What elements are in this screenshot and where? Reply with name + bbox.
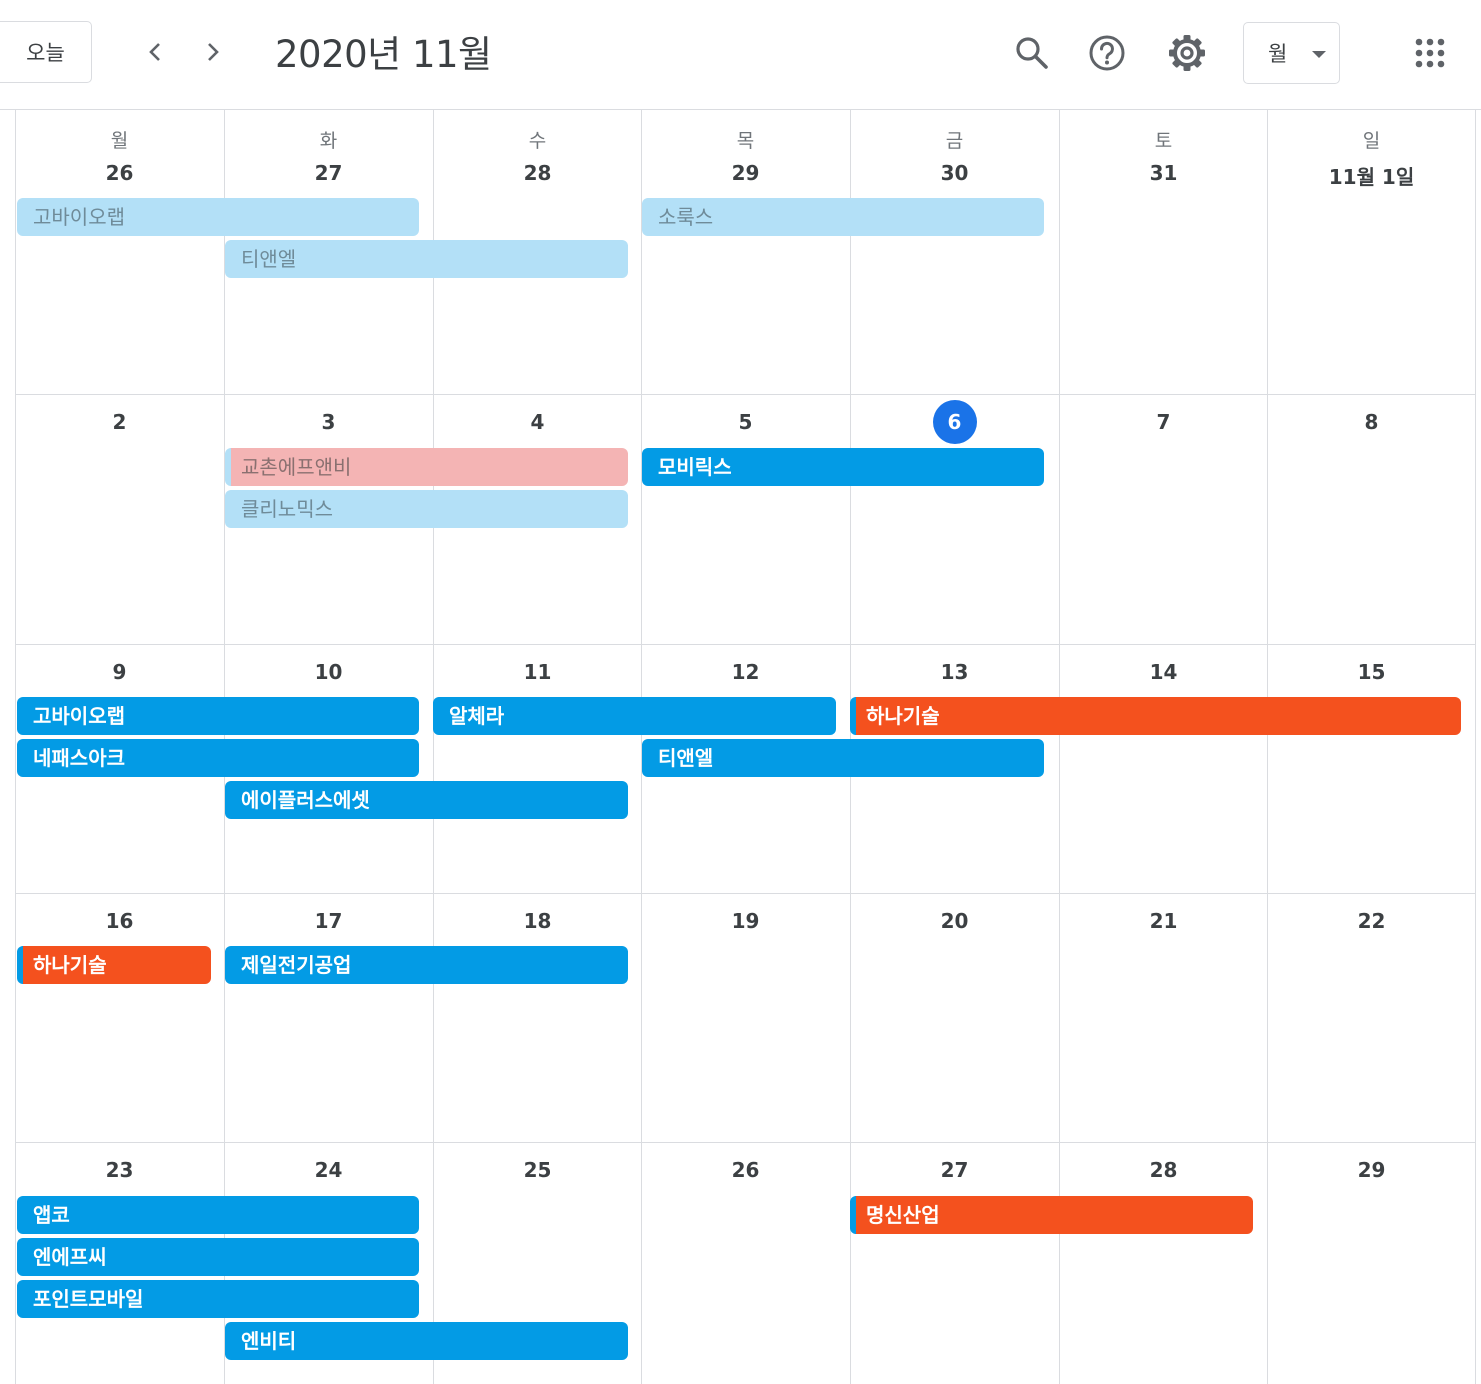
day-number[interactable]: 14 bbox=[1149, 660, 1178, 684]
column-divider bbox=[1475, 110, 1476, 1384]
day-number[interactable]: 11 bbox=[523, 660, 552, 684]
day-number[interactable]: 28 bbox=[523, 161, 552, 185]
day-number[interactable]: 8 bbox=[1364, 410, 1379, 434]
day-number[interactable]: 17 bbox=[314, 909, 343, 933]
day-number[interactable]: 31 bbox=[1149, 161, 1178, 185]
day-number[interactable]: 18 bbox=[523, 909, 552, 933]
event-chip[interactable]: 에이플러스에셋 bbox=[225, 781, 628, 819]
event-chip[interactable]: 고바이오랩 bbox=[17, 198, 419, 236]
event-chip[interactable]: 티앤엘 bbox=[642, 739, 1044, 777]
event-chip[interactable]: 하나기술 bbox=[17, 946, 211, 984]
day-number[interactable]: 29 bbox=[1357, 1158, 1386, 1182]
weekday-header-thu: 목 bbox=[736, 130, 755, 152]
day-number[interactable]: 7 bbox=[1156, 410, 1171, 434]
event-chip[interactable]: 티앤엘 bbox=[225, 240, 628, 278]
weekday-header-sun: 일 bbox=[1362, 130, 1381, 152]
event-chip[interactable]: 고바이오랩 bbox=[17, 697, 419, 735]
event-chip[interactable]: 제일전기공업 bbox=[225, 946, 628, 984]
column-divider bbox=[433, 110, 434, 1384]
day-number-today[interactable]: 6 bbox=[850, 400, 1059, 444]
day-number[interactable]: 26 bbox=[105, 161, 134, 185]
view-selector[interactable]: 월 bbox=[1243, 22, 1340, 84]
event-chip[interactable]: 네패스아크 bbox=[17, 739, 419, 777]
event-chip[interactable]: 알체라 bbox=[433, 697, 836, 735]
day-number[interactable]: 16 bbox=[105, 909, 134, 933]
calendar-header: 오늘 2020년 11월 월 bbox=[0, 0, 1481, 110]
column-divider bbox=[1267, 110, 1268, 1384]
weekday-header-fri: 금 bbox=[945, 130, 964, 152]
day-number[interactable]: 24 bbox=[314, 1158, 343, 1182]
day-number[interactable]: 20 bbox=[940, 909, 969, 933]
day-number[interactable]: 4 bbox=[530, 410, 545, 434]
day-number[interactable]: 9 bbox=[112, 660, 127, 684]
event-chip[interactable]: 모비릭스 bbox=[642, 448, 1044, 486]
event-chip[interactable]: 교촌에프앤비 bbox=[225, 448, 628, 486]
weekday-header-sat: 토 bbox=[1154, 130, 1173, 152]
view-label: 월 bbox=[1268, 42, 1288, 66]
day-number[interactable]: 13 bbox=[940, 660, 969, 684]
row-divider bbox=[15, 1142, 1475, 1143]
day-number[interactable]: 28 bbox=[1149, 1158, 1178, 1182]
weekday-header-tue: 화 bbox=[319, 130, 338, 152]
caret-down-icon bbox=[1312, 51, 1326, 58]
today-button[interactable]: 오늘 bbox=[0, 21, 92, 83]
day-number[interactable]: 26 bbox=[731, 1158, 760, 1182]
event-chip[interactable]: 명신산업 bbox=[850, 1196, 1253, 1234]
event-chip[interactable]: 엔비티 bbox=[225, 1322, 628, 1360]
page-title: 2020년 11월 bbox=[275, 33, 492, 76]
event-chip[interactable]: 앱코 bbox=[17, 1196, 419, 1234]
day-number[interactable]: 27 bbox=[940, 1158, 969, 1182]
today-indicator[interactable]: 6 bbox=[932, 400, 977, 444]
chevron-right-icon[interactable] bbox=[190, 30, 234, 74]
row-divider bbox=[15, 893, 1475, 894]
event-chip[interactable]: 클리노믹스 bbox=[225, 490, 628, 528]
help-icon[interactable] bbox=[1084, 30, 1130, 76]
day-number[interactable]: 12 bbox=[731, 660, 760, 684]
row-divider bbox=[15, 394, 1475, 395]
column-divider bbox=[641, 110, 642, 1384]
event-chip[interactable]: 포인트모바일 bbox=[17, 1280, 419, 1318]
weekday-header-mon: 월 bbox=[110, 130, 129, 152]
apps-grid-icon[interactable] bbox=[1407, 30, 1453, 76]
day-number[interactable]: 25 bbox=[523, 1158, 552, 1182]
row-divider bbox=[15, 644, 1475, 645]
day-number[interactable]: 22 bbox=[1357, 909, 1386, 933]
weekday-header-wed: 수 bbox=[528, 130, 547, 152]
day-number[interactable]: 21 bbox=[1149, 909, 1178, 933]
day-number[interactable]: 19 bbox=[731, 909, 760, 933]
day-number[interactable]: 10 bbox=[314, 660, 343, 684]
event-chip[interactable]: 하나기술 bbox=[850, 697, 1461, 735]
day-number[interactable]: 2 bbox=[112, 410, 127, 434]
day-number[interactable]: 11월 1일 bbox=[1328, 165, 1415, 189]
event-chip[interactable]: 소룩스 bbox=[642, 198, 1044, 236]
search-icon[interactable] bbox=[1009, 30, 1055, 76]
chevron-left-icon[interactable] bbox=[134, 30, 178, 74]
day-number[interactable]: 3 bbox=[321, 410, 336, 434]
day-number[interactable]: 29 bbox=[731, 161, 760, 185]
month-grid bbox=[15, 110, 1476, 1384]
day-number[interactable]: 5 bbox=[738, 410, 753, 434]
day-number[interactable]: 23 bbox=[105, 1158, 134, 1182]
gear-icon[interactable] bbox=[1164, 30, 1210, 76]
day-number[interactable]: 27 bbox=[314, 161, 343, 185]
day-number[interactable]: 30 bbox=[940, 161, 969, 185]
event-chip[interactable]: 엔에프씨 bbox=[17, 1238, 419, 1276]
day-number[interactable]: 15 bbox=[1357, 660, 1386, 684]
column-divider bbox=[1059, 110, 1060, 1384]
